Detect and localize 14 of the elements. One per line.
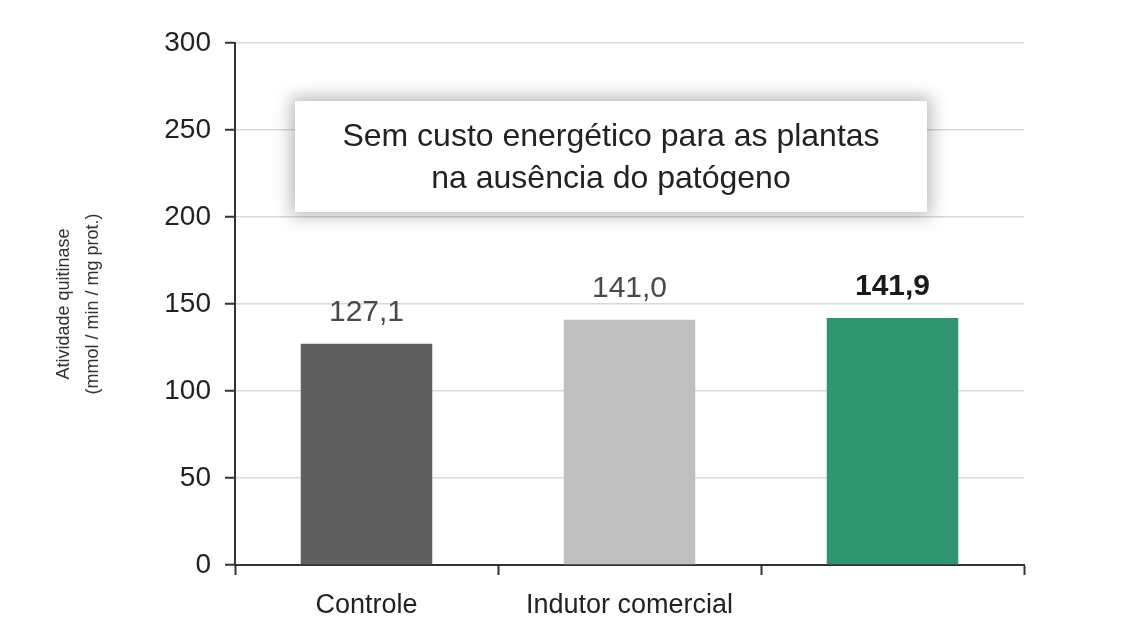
y-tick-label: 100 xyxy=(164,373,211,405)
x-tick-label: Controle xyxy=(315,588,418,619)
y-tick-label: 150 xyxy=(164,286,211,318)
data-label: 127,1 xyxy=(328,294,405,328)
y-tick-label: 50 xyxy=(179,460,211,492)
x-tick-label: Indutor comercial xyxy=(525,588,734,619)
data-label: 141,0 xyxy=(591,269,668,303)
data-label: 141,9 xyxy=(854,268,931,302)
y-axis-title: Atividade quitinase (mmol / min / mg prot.) xyxy=(53,213,103,395)
y-tick-label: 200 xyxy=(164,199,211,231)
y-tick-label: 0 xyxy=(195,547,211,579)
y-tick-label: 300 xyxy=(164,25,211,57)
annotation: Sem custo energético para as plantas na ausência do patógeno xyxy=(342,117,880,195)
y-tick-label: 250 xyxy=(164,112,211,144)
